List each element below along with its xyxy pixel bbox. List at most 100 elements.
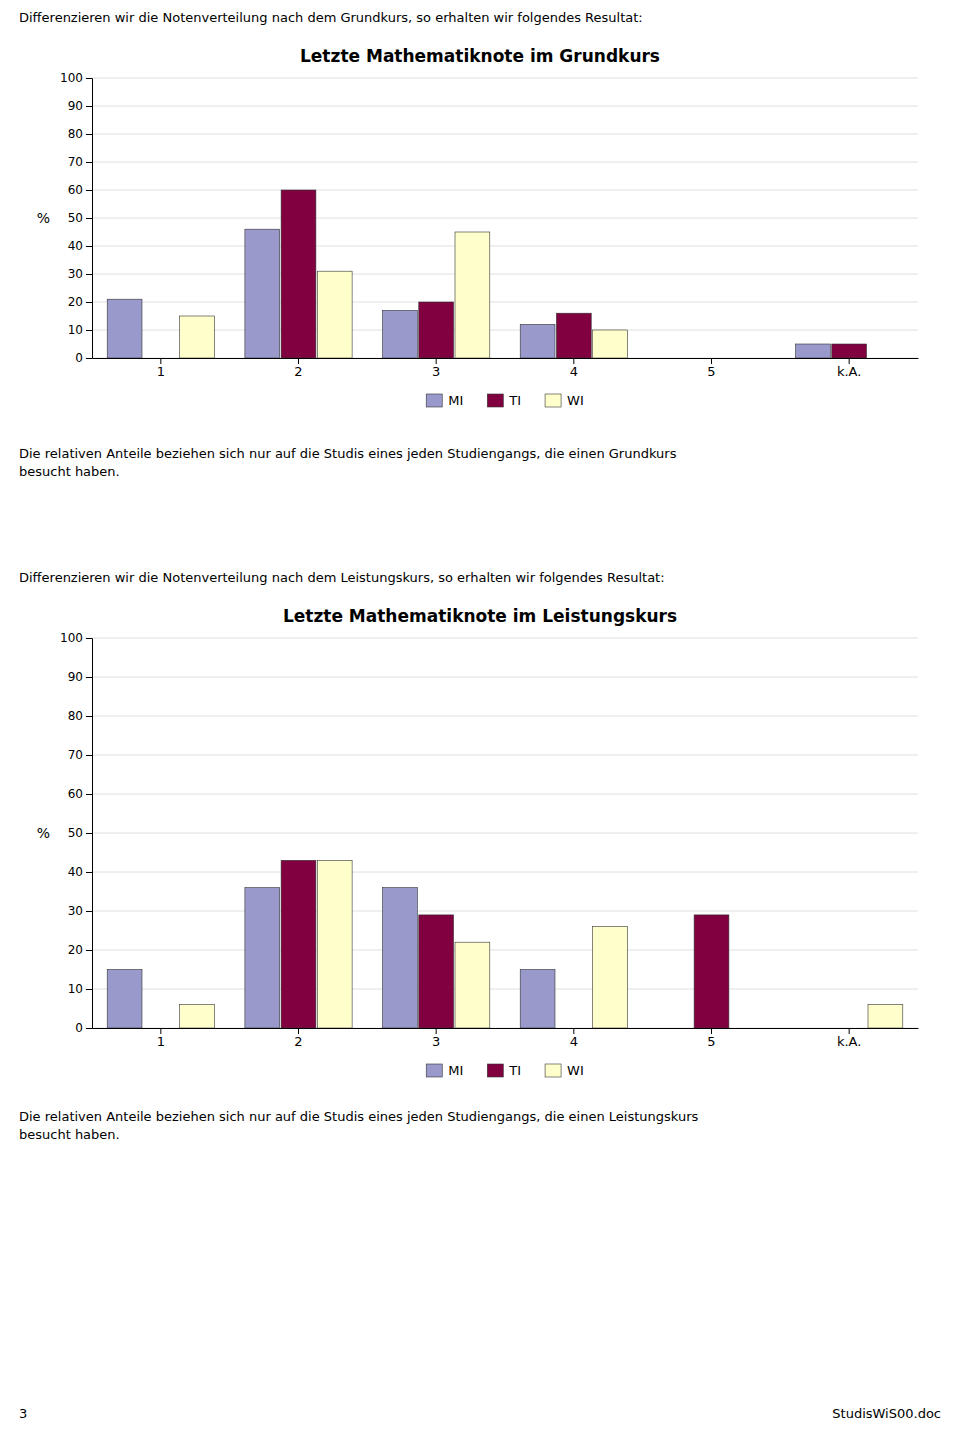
text-line: besucht haben. [19,464,120,479]
x-tick-label: 2 [294,364,302,379]
grid-line [92,78,918,79]
y-tick-label: 10 [68,982,83,996]
bar [730,358,765,359]
legend-swatch [487,1064,503,1077]
y-tick: 70 [68,155,92,169]
legend-item: MI [426,393,463,408]
legend-swatch [426,394,442,407]
legend-label: MI [448,393,463,408]
text-line: Die relativen Anteile beziehen sich nur … [19,446,677,461]
y-axis-label: % [37,210,50,226]
axis-line [86,79,93,359]
bar [868,358,903,359]
x-tick-mark [573,1028,574,1034]
y-tick-label: 40 [68,865,83,879]
y-tick-mark [86,872,92,873]
x-tick: 1 [157,358,165,379]
bar [593,330,628,358]
y-tick: 80 [68,127,92,141]
bar [245,229,280,358]
x-tick-label: 1 [157,364,165,379]
x-tick-mark [711,1028,712,1034]
bars [107,190,866,358]
chart-title: Letzte Mathematiknote im Leistungskurs [283,606,677,626]
y-tick: 70 [68,748,92,762]
x-tick: k.A. [837,1028,861,1049]
legend-item: WI [545,393,584,408]
bar [868,1005,903,1028]
grid [92,638,918,1028]
y-tick-label: 50 [68,826,83,840]
y-tick: 90 [68,99,92,113]
page-svg: Letzte Mathematiknote im Grundkurs12345k… [0,0,960,1440]
axis-line [93,358,919,359]
x-tick-label: 3 [432,1034,440,1049]
bar [455,942,490,1028]
grid-line [92,302,918,303]
bar [796,1028,831,1029]
y-tick-mark [86,162,92,163]
y-tick-label: 10 [68,323,83,337]
bar [180,1005,215,1028]
y-tick: 30 [68,904,92,918]
grid-line [92,190,918,191]
annotation: Differenzieren wir die Notenverteilung n… [19,570,665,585]
legend: MITIWI [426,393,584,408]
bar-series [180,232,628,358]
text-line: Die relativen Anteile beziehen sich nur … [19,1109,699,1124]
text-line: Differenzieren wir die Notenverteilung n… [19,570,665,585]
bar [796,344,831,358]
y-tick-label: 40 [68,239,83,253]
y-tick-label: 30 [68,267,83,281]
y-tick: 30 [68,267,92,281]
bar [317,271,352,358]
y-tick-mark [86,716,92,717]
grid-line [92,833,918,834]
bar [832,344,867,358]
grid-line [92,989,918,990]
legend-item: MI [426,1063,463,1078]
y-tick-label: 60 [68,183,83,197]
legend-swatch [545,394,561,407]
legend-label: MI [448,1063,463,1078]
x-tick-label: 1 [157,1034,165,1049]
y-tick-label: 20 [68,295,83,309]
grid-line [92,716,918,717]
y-tick-mark [86,330,92,331]
grid-line [92,106,918,107]
x-tick-mark [436,1028,437,1034]
y-tick-mark [86,302,92,303]
bar [832,1028,867,1029]
x-tick: k.A. [837,358,861,379]
y-tick: 40 [68,239,92,253]
grid-line [92,330,918,331]
y-tick: 20 [68,295,92,309]
bar [520,970,555,1029]
axis-line [93,1028,919,1029]
bar [180,316,215,358]
x-tick-mark [573,358,574,364]
x-tick-mark [160,1028,161,1034]
y-tick-label: 0 [75,1021,83,1035]
x-tick: 4 [570,358,578,379]
legend-item: WI [545,1063,584,1078]
bar [658,358,693,359]
annotation: 3 [19,1406,27,1421]
y-tick-label: 50 [68,211,83,225]
y-tick-label: 100 [60,71,83,85]
y-tick-mark [86,989,92,990]
grid [92,78,918,358]
bar-series [281,860,729,1028]
text-line: 3 [19,1406,27,1421]
annotation: Die relativen Anteile beziehen sich nur … [19,1109,699,1142]
bar [556,313,591,358]
bar [281,190,316,358]
bar [107,299,142,358]
x-tick: 4 [570,1028,578,1049]
legend-label: WI [567,393,584,408]
y-tick-label: 70 [68,748,83,762]
legend-swatch [487,394,503,407]
y-tick-mark [86,358,92,359]
y-tick-label: 30 [68,904,83,918]
grid-line [92,677,918,678]
